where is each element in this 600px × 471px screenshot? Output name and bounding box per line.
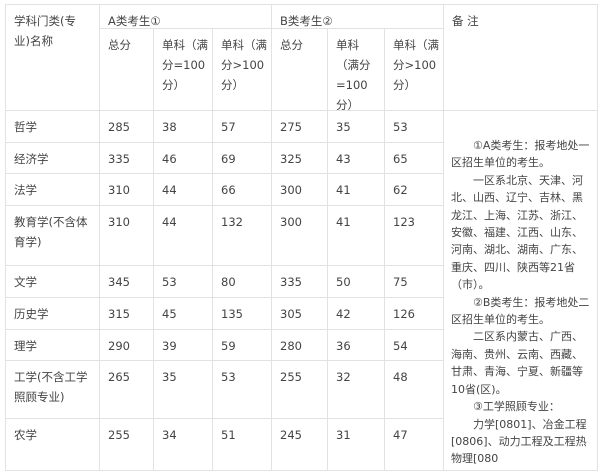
table-cell-score: 300	[271, 205, 328, 266]
table-cell-score: 51	[212, 418, 272, 471]
table-cell-score: 39	[153, 329, 213, 361]
table-cell-score: 45	[153, 297, 213, 330]
table-cell-score: 69	[212, 142, 272, 174]
note-paragraph: 一区系北京、天津、河北、山西、辽宁、吉林、黑龙江、上海、江苏、浙江、安徽、福建、…	[451, 173, 583, 292]
header-group-b: B类考生②	[271, 4, 444, 29]
table-cell-score: 36	[327, 329, 385, 361]
table-cell-score: 47	[384, 418, 444, 471]
table-cell-score: 54	[384, 329, 444, 361]
table-cell-score: 135	[212, 297, 272, 330]
header-a-total: 总分	[99, 28, 154, 111]
table-cell-score: 335	[271, 265, 328, 298]
row-subject-name: 文学	[5, 265, 100, 298]
table-cell-score: 53	[153, 265, 213, 298]
table-cell-score: 310	[99, 173, 154, 206]
header-b-total: 总分	[271, 28, 328, 111]
table-cell-score: 315	[99, 297, 154, 330]
table-cell-score: 50	[327, 265, 385, 298]
row-subject-name: 农学	[5, 418, 100, 471]
row-subject-name: 法学	[5, 173, 100, 206]
table-cell-score: 41	[327, 173, 385, 206]
table-cell-score: 62	[384, 173, 444, 206]
table-cell-score: 325	[271, 142, 328, 174]
header-remarks: 备 注	[443, 4, 598, 111]
table-cell-score: 300	[271, 173, 328, 206]
header-b-single-over100: 单科（满分>100分）	[384, 28, 444, 111]
note-paragraph: 力学[0801]、冶金工程[0806]、动力工程及工程热物理[080	[451, 417, 587, 466]
note-paragraph: ②B类考生：报考地处二区招生单位的考生。	[451, 295, 590, 327]
table-cell-score: 255	[99, 418, 154, 471]
table-cell-score: 290	[99, 329, 154, 361]
table-cell-score: 75	[384, 265, 444, 298]
table-cell-score: 41	[327, 205, 385, 266]
table-cell-score: 53	[212, 360, 272, 419]
table-cell-score: 80	[212, 265, 272, 298]
table-cell-score: 31	[327, 418, 385, 471]
table-cell-score: 280	[271, 329, 328, 361]
row-subject-name: 历史学	[5, 297, 100, 330]
note-paragraph: 二区系内蒙古、广西、海南、贵州、云南、西藏、甘肃、青海、宁夏、新疆等10省(区)…	[451, 330, 583, 396]
header-group-a: A类考生①	[99, 4, 272, 29]
table-cell-score: 38	[153, 110, 213, 143]
header-subject: 学科门类(专业)名称	[5, 4, 100, 111]
table-cell-score: 335	[99, 142, 154, 174]
header-a-single-over100: 单科（满分>100分）	[212, 28, 272, 111]
table-cell-score: 35	[327, 110, 385, 143]
table-cell-score: 53	[384, 110, 444, 143]
table-cell-score: 285	[99, 110, 154, 143]
table-cell-score: 126	[384, 297, 444, 330]
table-cell-score: 310	[99, 205, 154, 266]
table-cell-score: 44	[153, 173, 213, 206]
note-paragraph: ①A类考生：报考地处一区招生单位的考生。	[451, 139, 590, 170]
header-a-single-100: 单科（满分=100分）	[153, 28, 213, 111]
table-cell-score: 42	[327, 297, 385, 330]
header-b-single-100: 单科（满分=100分）	[327, 28, 385, 111]
note-paragraph: ③工学照顾专业：	[473, 400, 560, 414]
table-cell-score: 132	[212, 205, 272, 266]
row-subject-name: 工学(不含工学照顾专业)	[5, 360, 100, 419]
table-cell-score: 48	[384, 360, 444, 419]
row-subject-name: 教育学(不含体育学)	[5, 205, 100, 266]
table-cell-score: 46	[153, 142, 213, 174]
table-cell-score: 57	[212, 110, 272, 143]
table-cell-score: 123	[384, 205, 444, 266]
table-cell-score: 245	[271, 418, 328, 471]
table-cell-score: 43	[327, 142, 385, 174]
table-cell-score: 35	[153, 360, 213, 419]
table-cell-score: 66	[212, 173, 272, 206]
remarks-notes: ①A类考生：报考地处一区招生单位的考生。 一区系北京、天津、河北、山西、辽宁、吉林…	[443, 110, 598, 471]
row-subject-name: 哲学	[5, 110, 100, 143]
table-cell-score: 32	[327, 360, 385, 419]
table-cell-score: 275	[271, 110, 328, 143]
row-subject-name: 理学	[5, 329, 100, 361]
table-cell-score: 305	[271, 297, 328, 330]
table-cell-score: 34	[153, 418, 213, 471]
table-cell-score: 59	[212, 329, 272, 361]
table-cell-score: 265	[99, 360, 154, 419]
table-cell-score: 44	[153, 205, 213, 266]
table-cell-score: 255	[271, 360, 328, 419]
table-cell-score: 345	[99, 265, 154, 298]
table-cell-score: 65	[384, 142, 444, 174]
row-subject-name: 经济学	[5, 142, 100, 174]
